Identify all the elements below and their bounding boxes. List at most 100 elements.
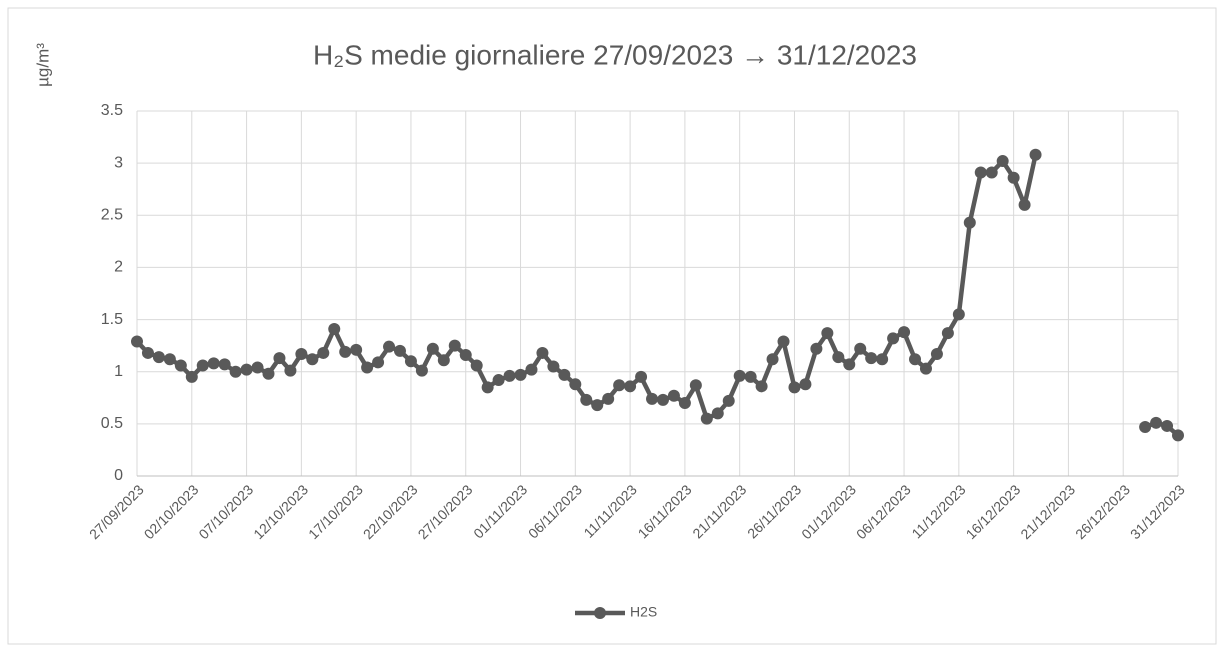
data-point: [898, 326, 911, 339]
data-point: [580, 393, 593, 406]
y-tick-label: 2: [114, 259, 123, 276]
chart-border: [7, 7, 1217, 645]
data-point: [591, 399, 604, 412]
data-point: [503, 369, 516, 382]
data-point: [525, 363, 538, 376]
data-point: [514, 368, 527, 381]
data-point: [854, 342, 867, 355]
data-point: [152, 351, 165, 364]
data-point: [339, 345, 352, 358]
data-point: [799, 378, 812, 391]
data-point: [722, 394, 735, 407]
y-tick-label: 0: [114, 467, 123, 484]
data-point: [952, 308, 965, 321]
data-point: [711, 407, 724, 420]
data-point: [207, 357, 220, 370]
data-point: [404, 355, 417, 368]
data-point: [273, 352, 286, 365]
data-point: [437, 354, 450, 367]
legend-label: H2S: [630, 604, 657, 620]
data-point: [372, 356, 385, 369]
data-point: [624, 380, 637, 393]
data-point: [733, 369, 746, 382]
y-tick-label: 0.5: [101, 415, 123, 432]
data-point: [218, 358, 231, 371]
data-point: [481, 381, 494, 394]
data-point: [328, 322, 341, 335]
data-point: [492, 374, 505, 387]
data-point: [163, 353, 176, 366]
data-point: [141, 346, 154, 359]
data-point: [635, 370, 648, 383]
y-tick-label: 1.5: [101, 311, 123, 328]
data-point: [569, 378, 582, 391]
data-point: [777, 335, 790, 348]
data-point: [602, 392, 615, 405]
data-point: [350, 343, 363, 356]
data-point: [974, 166, 987, 179]
data-point: [1007, 171, 1020, 184]
data-point: [1172, 429, 1184, 442]
data-point: [196, 359, 209, 372]
data-point: [426, 342, 439, 355]
data-point: [361, 361, 374, 374]
data-point: [646, 392, 659, 405]
data-point: [1161, 419, 1174, 432]
data-point: [700, 412, 713, 425]
data-point: [547, 360, 560, 373]
y-tick-label: 3.5: [101, 102, 123, 119]
data-point: [284, 364, 297, 377]
data-point: [229, 365, 242, 378]
data-point: [963, 216, 976, 229]
data-point: [613, 379, 626, 392]
data-point: [470, 359, 483, 372]
data-point: [131, 335, 143, 348]
data-point: [448, 339, 461, 352]
data-point: [415, 364, 428, 377]
data-point: [656, 393, 669, 406]
data-point: [876, 353, 889, 366]
data-point: [1139, 420, 1152, 433]
y-tick-label: 1: [114, 363, 123, 380]
data-point: [240, 363, 253, 376]
data-point: [810, 342, 823, 355]
data-point: [766, 353, 779, 366]
data-point: [536, 346, 549, 359]
data-point: [262, 367, 275, 380]
y-axis-label: µg/m³: [33, 43, 52, 87]
chart-title: H₂S medie giornaliere 27/09/2023 → 31/12…: [313, 39, 917, 70]
data-point: [1150, 416, 1163, 429]
data-point: [996, 155, 1009, 168]
data-point: [1029, 148, 1042, 161]
data-point: [1018, 198, 1031, 211]
data-point: [865, 352, 878, 365]
data-point: [459, 349, 472, 362]
data-point: [174, 359, 187, 372]
data-point: [744, 370, 757, 383]
y-tick-label: 2.5: [101, 207, 123, 224]
data-point: [667, 389, 680, 402]
data-point: [930, 347, 943, 360]
data-point: [887, 332, 900, 345]
data-point: [295, 347, 308, 360]
data-point: [383, 340, 396, 353]
y-tick-label: 3: [114, 154, 123, 171]
data-point: [558, 368, 571, 381]
data-point: [755, 380, 768, 393]
data-point: [678, 397, 691, 409]
legend-marker: [594, 607, 606, 619]
data-point: [985, 166, 998, 179]
data-point: [185, 370, 198, 383]
data-point: [306, 353, 319, 366]
data-point: [317, 346, 330, 359]
data-point: [251, 361, 264, 374]
data-point: [832, 351, 845, 364]
data-point: [843, 358, 856, 371]
data-point: [941, 327, 954, 340]
data-point: [393, 344, 406, 357]
data-point: [788, 381, 801, 394]
data-point: [821, 327, 834, 340]
data-point: [919, 362, 932, 375]
data-point: [689, 379, 702, 392]
